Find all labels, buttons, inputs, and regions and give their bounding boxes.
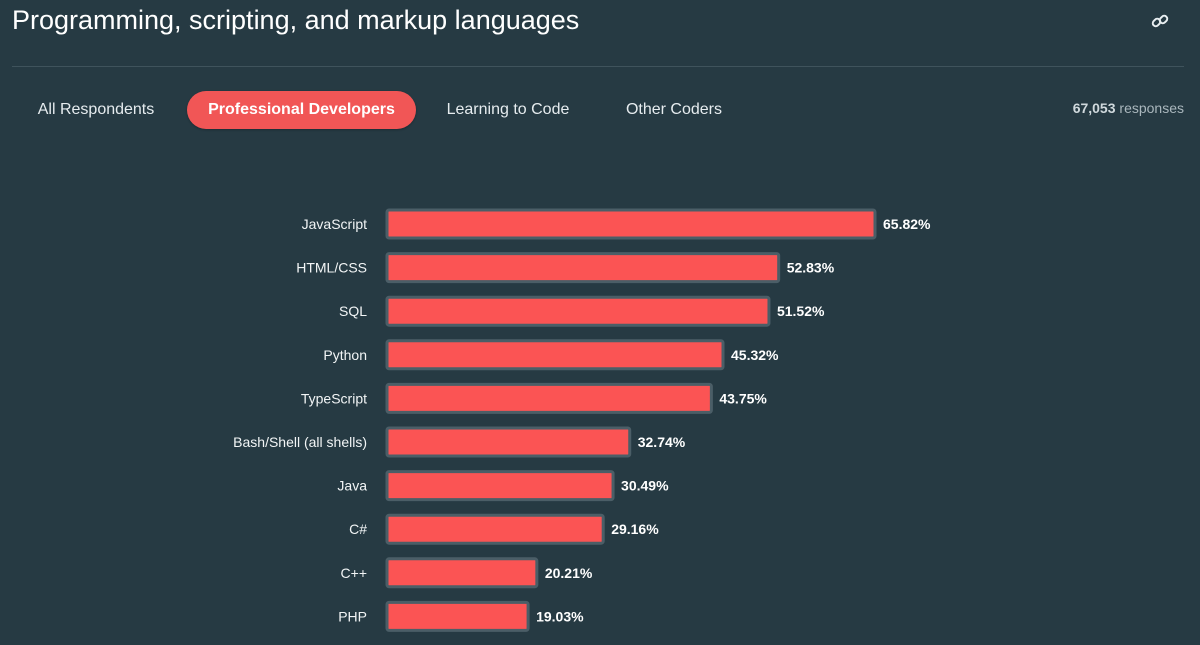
tab-other-coders[interactable]: Other Coders xyxy=(625,101,723,118)
value-label: 52.83% xyxy=(787,260,835,276)
tab-learning-to-code[interactable]: Learning to Code xyxy=(446,101,570,118)
bar[interactable] xyxy=(385,600,530,632)
bar[interactable] xyxy=(385,426,632,458)
responses-count: 67,053 responses xyxy=(1073,100,1184,116)
value-label: 51.52% xyxy=(777,303,825,319)
header-divider xyxy=(12,66,1184,67)
category-label: JavaScript xyxy=(302,216,367,232)
category-label: Bash/Shell (all shells) xyxy=(233,434,367,450)
bar[interactable] xyxy=(385,339,725,371)
value-label: 43.75% xyxy=(719,390,767,406)
bar[interactable] xyxy=(385,208,877,240)
value-label: 29.16% xyxy=(611,521,659,537)
tab-all-respondents[interactable]: All Respondents xyxy=(37,101,155,118)
bar[interactable] xyxy=(385,557,539,589)
category-label: TypeScript xyxy=(301,390,367,406)
value-label: 20.21% xyxy=(545,565,593,581)
value-label: 45.32% xyxy=(731,347,779,363)
category-label: HTML/CSS xyxy=(296,260,367,276)
category-label: Java xyxy=(337,478,367,494)
value-label: 30.49% xyxy=(621,478,669,494)
response-count-label: responses xyxy=(1119,100,1184,116)
category-label: PHP xyxy=(338,608,367,624)
value-label: 32.74% xyxy=(638,434,686,450)
category-label: SQL xyxy=(339,303,367,319)
bar[interactable] xyxy=(385,470,615,502)
bar[interactable] xyxy=(385,295,771,327)
value-label: 19.03% xyxy=(536,608,584,624)
tab-professional-developers[interactable]: Professional Developers xyxy=(187,91,416,129)
bar[interactable] xyxy=(385,382,713,414)
language-bar-chart: JavaScript 65.82% HTML/CSS 52.83% SQL 51.52% P… xyxy=(233,208,931,632)
bar[interactable] xyxy=(385,513,605,545)
response-count-value: 67,053 xyxy=(1072,100,1116,116)
category-label: C# xyxy=(349,521,367,537)
bar[interactable] xyxy=(385,252,781,284)
category-label: C++ xyxy=(341,565,367,581)
link-icon[interactable] xyxy=(1150,11,1170,31)
category-label: Python xyxy=(323,347,367,363)
value-label: 65.82% xyxy=(883,216,931,232)
page-title: Programming, scripting, and markup langu… xyxy=(12,5,580,35)
